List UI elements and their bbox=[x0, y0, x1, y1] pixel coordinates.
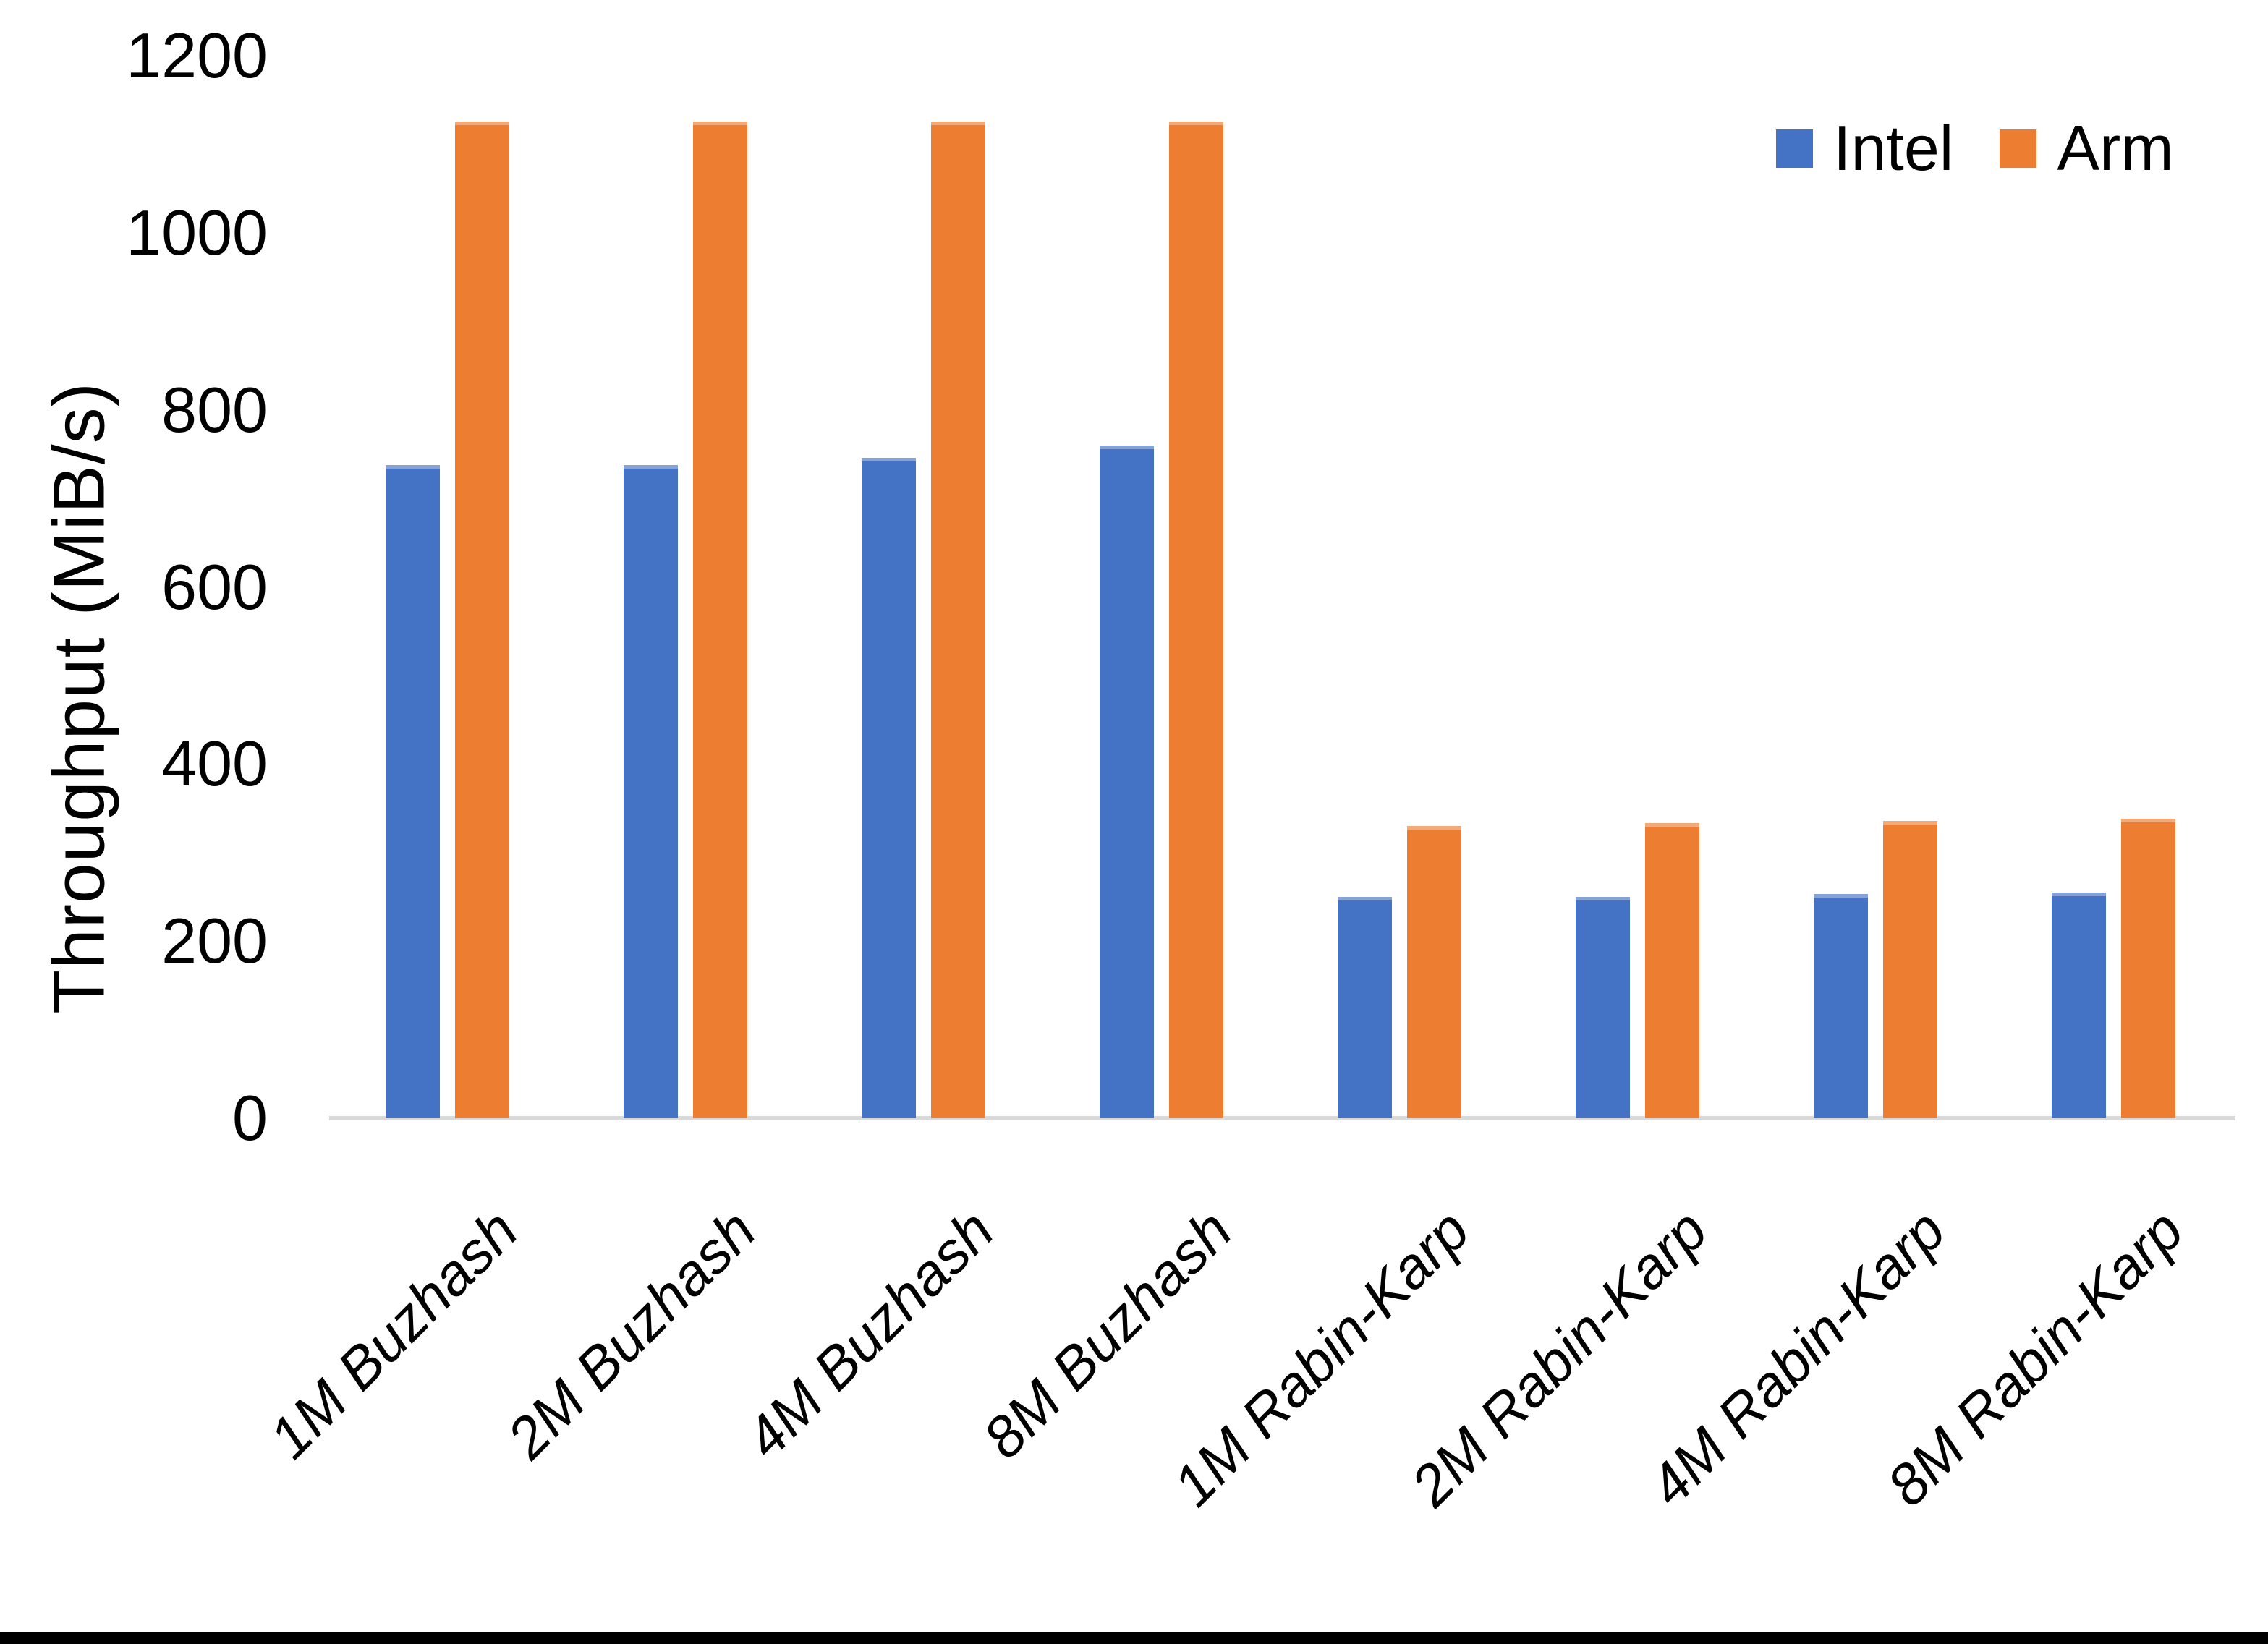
legend-item-arm: Arm bbox=[2000, 108, 2174, 188]
bar-arm-8m-buzhash bbox=[1169, 121, 1223, 1118]
legend-label-arm: Arm bbox=[2057, 112, 2174, 184]
y-tick-label-800: 800 bbox=[161, 373, 268, 446]
bar-arm-1m-buzhash bbox=[455, 121, 509, 1118]
legend: Intel Arm bbox=[1776, 108, 2174, 188]
x-category-label-4m-buzhash: 4M Buzhash bbox=[732, 1197, 1006, 1471]
bar-intel-8m-rabin-karp bbox=[2052, 892, 2106, 1118]
y-tick-label-400: 400 bbox=[161, 728, 268, 800]
bar-intel-4m-buzhash bbox=[862, 457, 916, 1118]
bar-arm-2m-buzhash bbox=[693, 121, 747, 1118]
bottom-frame-bar bbox=[0, 1632, 2268, 1644]
bar-intel-2m-rabin-karp bbox=[1576, 896, 1630, 1118]
y-tick-label-200: 200 bbox=[161, 905, 268, 977]
bar-intel-2m-buzhash bbox=[624, 464, 678, 1118]
bar-intel-1m-buzhash bbox=[386, 464, 440, 1118]
bar-arm-2m-rabin-karp bbox=[1645, 823, 1699, 1118]
legend-swatch-arm bbox=[2000, 129, 2037, 168]
x-axis-line bbox=[329, 1116, 2235, 1120]
bar-arm-8m-rabin-karp bbox=[2121, 819, 2175, 1118]
x-category-label-1m-buzhash: 1M Buzhash bbox=[256, 1197, 530, 1471]
legend-label-intel: Intel bbox=[1833, 112, 1954, 184]
bar-intel-1m-rabin-karp bbox=[1338, 896, 1392, 1118]
legend-item-intel: Intel bbox=[1776, 108, 1953, 188]
y-tick-label-0: 0 bbox=[232, 1082, 268, 1154]
bar-arm-4m-buzhash bbox=[931, 121, 985, 1118]
legend-swatch-intel bbox=[1776, 129, 1813, 168]
bar-intel-4m-rabin-karp bbox=[1814, 894, 1868, 1118]
bar-arm-1m-rabin-karp bbox=[1407, 826, 1461, 1118]
bar-intel-8m-buzhash bbox=[1100, 445, 1154, 1118]
x-category-label-2m-buzhash: 2M Buzhash bbox=[494, 1197, 768, 1471]
bar-arm-4m-rabin-karp bbox=[1883, 820, 1937, 1118]
y-tick-label-600: 600 bbox=[161, 550, 268, 623]
y-tick-label-1000: 1000 bbox=[126, 196, 268, 268]
y-tick-label-1200: 1200 bbox=[126, 20, 268, 91]
